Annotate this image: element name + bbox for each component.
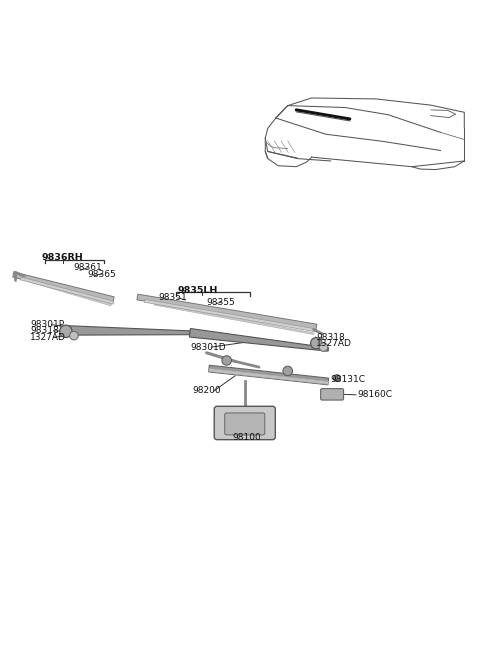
Text: 98160C: 98160C	[357, 390, 392, 400]
Text: 9836RH: 9836RH	[42, 253, 84, 262]
Text: 1327AD: 1327AD	[316, 339, 352, 348]
Polygon shape	[12, 272, 114, 302]
Text: 98100: 98100	[233, 433, 262, 442]
Text: 1327AD: 1327AD	[30, 333, 66, 342]
Text: 98318: 98318	[316, 333, 345, 342]
FancyBboxPatch shape	[321, 388, 344, 400]
Text: 98351: 98351	[159, 293, 188, 302]
FancyBboxPatch shape	[214, 406, 276, 440]
Text: 98301P: 98301P	[30, 320, 64, 329]
Text: 98200: 98200	[192, 386, 221, 396]
Polygon shape	[209, 369, 328, 384]
Polygon shape	[154, 303, 314, 335]
Polygon shape	[30, 280, 111, 306]
Circle shape	[311, 338, 322, 349]
Polygon shape	[190, 329, 328, 351]
Text: 98131C: 98131C	[331, 375, 366, 384]
Polygon shape	[144, 299, 317, 332]
Text: 98318: 98318	[30, 327, 59, 335]
Circle shape	[334, 375, 340, 381]
FancyBboxPatch shape	[225, 413, 265, 435]
Text: 98365: 98365	[87, 270, 116, 279]
Circle shape	[283, 366, 292, 376]
Polygon shape	[20, 277, 114, 304]
Circle shape	[60, 325, 72, 338]
Circle shape	[70, 331, 78, 340]
Text: 9835LH: 9835LH	[178, 286, 218, 295]
Polygon shape	[66, 325, 190, 335]
Polygon shape	[209, 365, 329, 385]
Text: 98355: 98355	[206, 298, 235, 307]
Circle shape	[222, 356, 231, 365]
Text: 98361: 98361	[73, 263, 102, 272]
Circle shape	[319, 343, 328, 352]
Polygon shape	[137, 294, 317, 330]
Text: 98301D: 98301D	[190, 342, 226, 352]
